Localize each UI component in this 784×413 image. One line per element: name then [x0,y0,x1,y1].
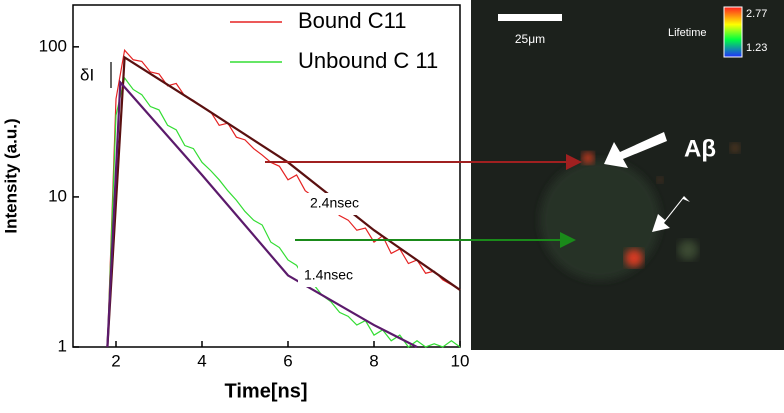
x-tick-label: 10 [451,351,470,370]
legend-label: Unbound C 11 [298,48,438,73]
micrograph: Aβ 25μm Lifetime 2.77 1.23 [471,0,784,350]
colorbar-title: Lifetime [668,27,707,39]
annotation: 1.4nsec [304,267,353,283]
scale-label: 25μm [515,32,545,46]
annotation: δI [80,65,94,84]
label-bg [305,193,375,215]
x-axis-label: Time[ns] [225,380,308,402]
colorbar-label: 1.23 [746,42,767,54]
annotation: Aβ [684,135,716,162]
label-bg [298,265,368,287]
annotation: 2.4nsec [310,195,359,211]
y-tick-label: 100 [39,36,67,55]
series-line [106,48,461,348]
series-line [106,79,418,348]
y-axis-label: Intensity (a.u.) [1,118,20,233]
x-tick-label: 6 [283,351,292,370]
y-tick-label: 1 [58,336,67,355]
series-line [106,76,461,348]
x-tick-label: 4 [197,351,206,370]
colorbar-label: 2.77 [746,8,767,20]
legend-label: Bound C11 [298,8,406,33]
y-tick-label: 10 [48,186,67,205]
x-tick-label: 8 [369,351,378,370]
plot-frame [72,4,461,348]
series-line [106,55,461,348]
x-tick-label: 2 [111,351,120,370]
